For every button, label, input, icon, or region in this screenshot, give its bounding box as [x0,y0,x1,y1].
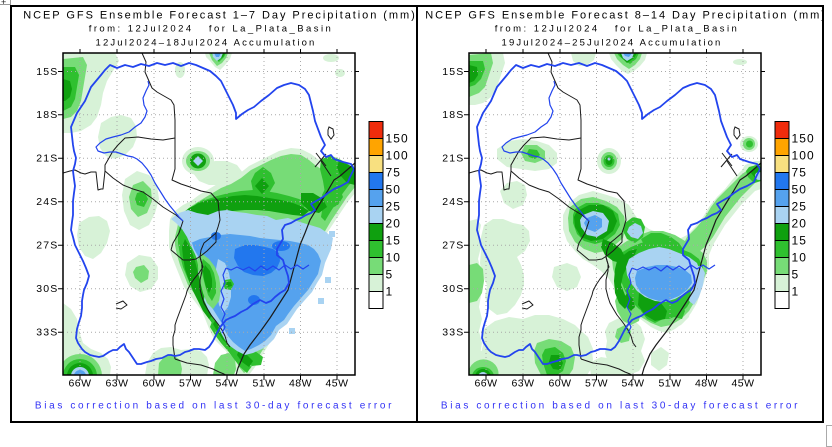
svg-text:NCEP GFS Ensemble Forecast 8–1: NCEP GFS Ensemble Forecast 8–14 Day Prec… [425,10,822,22]
svg-text:15S: 15S [442,66,464,78]
svg-text:18S: 18S [36,109,58,121]
svg-text:50: 50 [792,183,808,197]
svg-text:20: 20 [792,217,808,231]
svg-text:66W: 66W [68,378,91,390]
svg-text:150: 150 [386,132,409,146]
svg-text:from: 12Jul2024 for La_Plata: from: 12Jul2024 for La_Plata_Basin [495,24,740,35]
svg-text:19Jul2024–25Jul2024 Accumulati: 19Jul2024–25Jul2024 Accumulation [502,38,723,49]
svg-text:27S: 27S [36,240,58,252]
svg-text:25: 25 [792,200,808,214]
svg-text:18S: 18S [442,109,464,121]
svg-text:27S: 27S [442,240,464,252]
svg-text:100: 100 [386,149,409,163]
svg-text:75: 75 [386,166,402,180]
svg-text:20: 20 [386,217,402,231]
svg-text:54W: 54W [621,378,644,390]
svg-text:12Jul2024–18Jul2024 Accumulati: 12Jul2024–18Jul2024 Accumulation [96,38,317,49]
svg-text:5: 5 [386,268,394,282]
svg-text:5: 5 [792,268,800,282]
svg-text:51W: 51W [658,378,681,390]
svg-text:24S: 24S [442,196,464,208]
svg-text:100: 100 [792,149,815,163]
svg-text:10: 10 [386,251,402,265]
svg-text:Bias correction based on last: Bias correction based on last 30-day for… [441,401,800,412]
svg-text:24S: 24S [36,196,58,208]
svg-text:1: 1 [792,285,800,299]
svg-text:60W: 60W [142,378,165,390]
svg-text:33S: 33S [442,327,464,339]
svg-text:33S: 33S [36,327,58,339]
svg-text:57W: 57W [179,378,202,390]
svg-text:75: 75 [792,166,808,180]
svg-text:25: 25 [386,200,402,214]
svg-text:54W: 54W [215,378,238,390]
svg-text:150: 150 [792,132,815,146]
svg-text:48W: 48W [695,378,718,390]
svg-text:10: 10 [792,251,808,265]
svg-text:15: 15 [386,234,402,248]
svg-text:45W: 45W [731,378,754,390]
svg-text:Bias correction based on last: Bias correction based on last 30-day for… [35,401,394,412]
svg-text:60W: 60W [548,378,571,390]
svg-text:30S: 30S [442,283,464,295]
svg-text:45W: 45W [325,378,348,390]
svg-text:NCEP GFS Ensemble Forecast 1–7: NCEP GFS Ensemble Forecast 1–7 Day Preci… [23,10,416,22]
svg-text:50: 50 [386,183,402,197]
svg-text:63W: 63W [511,378,534,390]
svg-text:15: 15 [792,234,808,248]
svg-text:66W: 66W [474,378,497,390]
svg-text:15S: 15S [36,66,58,78]
svg-text:21S: 21S [442,153,464,165]
svg-text:30S: 30S [36,283,58,295]
svg-text:1: 1 [386,285,394,299]
svg-text:21S: 21S [36,153,58,165]
svg-text:57W: 57W [585,378,608,390]
svg-text:from: 12Jul2024 for La_Plata: from: 12Jul2024 for La_Plata_Basin [89,24,334,35]
svg-text:51W: 51W [252,378,275,390]
svg-text:48W: 48W [289,378,312,390]
svg-text:63W: 63W [105,378,128,390]
